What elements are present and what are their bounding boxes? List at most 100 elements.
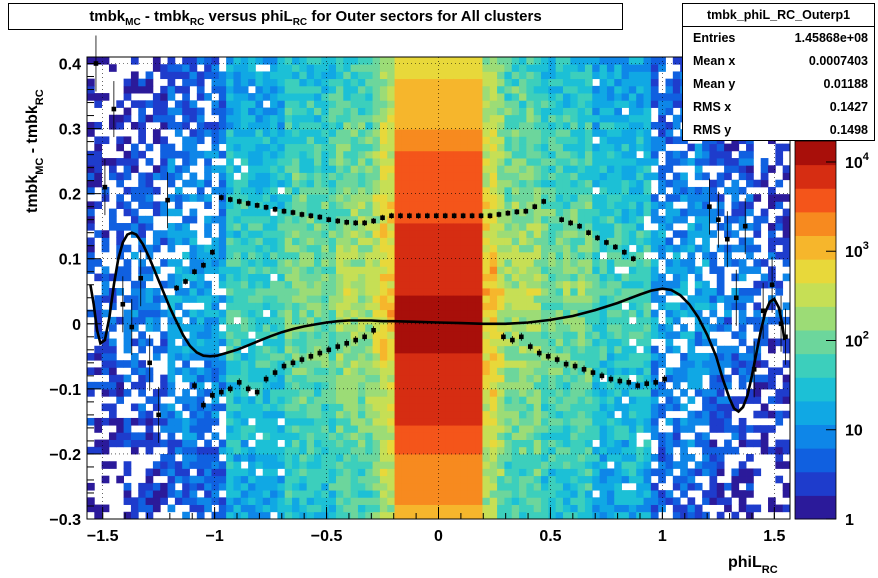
heatmap-cell	[650, 504, 659, 513]
heatmap-cell	[731, 331, 740, 339]
heatmap-cell	[262, 172, 271, 181]
heatmap-cell	[218, 244, 227, 253]
heatmap-cell	[482, 295, 491, 303]
heatmap-cell	[592, 482, 600, 491]
heatmap-cell	[460, 208, 469, 217]
heatmap-cell	[438, 194, 447, 202]
heatmap-cell	[533, 410, 542, 419]
heatmap-cell	[519, 403, 527, 412]
heatmap-cell	[306, 78, 315, 87]
heatmap-cell	[519, 129, 527, 137]
heatmap-cell	[599, 331, 608, 339]
heatmap-cell	[167, 121, 176, 130]
heatmap-cell	[372, 201, 381, 209]
heatmap-cell	[409, 367, 417, 376]
heatmap-cell	[445, 259, 454, 267]
heatmap-cell	[511, 352, 520, 361]
heatmap-cell	[672, 273, 681, 282]
heatmap-cell	[350, 223, 359, 231]
heatmap-cell	[292, 172, 300, 181]
heatmap-cell	[321, 64, 330, 72]
heatmap-cell	[555, 389, 564, 397]
heatmap-cell	[606, 121, 615, 130]
heatmap-cell	[541, 194, 549, 202]
heatmap-cell	[489, 194, 498, 202]
heatmap-cell	[123, 324, 132, 332]
heatmap-cell	[409, 374, 417, 383]
heatmap-cell	[555, 439, 564, 448]
heatmap-cell	[526, 93, 535, 101]
heatmap-cell	[482, 201, 491, 209]
heatmap-cell	[379, 389, 388, 397]
heatmap-cell	[628, 201, 637, 209]
heatmap-cell	[687, 309, 696, 318]
heatmap-cell	[101, 194, 110, 202]
heatmap-cell	[409, 475, 417, 484]
heatmap-cell	[284, 280, 293, 289]
heatmap-cell	[211, 432, 220, 440]
heatmap-cell	[189, 143, 198, 152]
heatmap-cell	[584, 403, 593, 412]
heatmap-cell	[650, 367, 659, 376]
heatmap-cell	[570, 100, 579, 108]
heatmap-cell	[387, 417, 395, 426]
heatmap-cell	[189, 259, 198, 267]
heatmap-cell	[189, 158, 198, 166]
heatmap-cell	[475, 374, 483, 383]
heatmap-cell	[270, 461, 278, 469]
heatmap-cell	[584, 266, 593, 274]
heatmap-cell	[182, 324, 190, 332]
heatmap-cell	[467, 302, 476, 311]
heatmap-cell	[401, 381, 410, 390]
heatmap-cell	[108, 215, 117, 224]
heatmap-cell	[350, 150, 359, 159]
heatmap-cell	[321, 482, 330, 491]
heatmap-cell	[497, 425, 505, 433]
heatmap-cell	[489, 93, 498, 101]
heatmap-cell	[658, 215, 666, 224]
heatmap-cell	[372, 244, 381, 253]
heatmap-cell	[687, 360, 696, 368]
heatmap-cell	[189, 71, 198, 80]
heatmap-cell	[497, 295, 505, 303]
heatmap-cell	[584, 425, 593, 433]
heatmap-cell	[255, 352, 264, 361]
heatmap-cell	[277, 194, 286, 202]
heatmap-cell	[218, 71, 227, 80]
heatmap-cell	[541, 490, 549, 498]
heatmap-cell	[628, 259, 637, 267]
heatmap-cell	[123, 273, 132, 282]
heatmap-cell	[401, 266, 410, 274]
heatmap-cell	[489, 331, 498, 339]
heatmap-cell	[731, 201, 740, 209]
heatmap-cell	[328, 143, 337, 152]
heatmap-cell	[526, 201, 535, 209]
heatmap-cell	[357, 280, 366, 289]
heatmap-cell	[453, 273, 461, 282]
heatmap-cell	[643, 259, 652, 267]
heatmap-cell	[401, 158, 410, 166]
heatmap-cell	[504, 78, 513, 87]
heatmap-cell	[519, 165, 527, 173]
heatmap-cell	[394, 324, 403, 332]
heatmap-cell	[255, 324, 264, 332]
heatmap-cell	[262, 475, 271, 484]
heatmap-cell	[321, 295, 330, 303]
heatmap-cell	[672, 158, 681, 166]
heatmap-cell	[702, 468, 710, 477]
heatmap-cell	[453, 302, 461, 311]
heatmap-cell	[306, 381, 315, 390]
heatmap-cell	[182, 273, 190, 282]
heatmap-cell	[460, 324, 469, 332]
heatmap-cell	[299, 446, 308, 455]
heatmap-cell	[123, 439, 132, 448]
heatmap-cell	[628, 490, 637, 498]
heatmap-cell	[233, 179, 242, 188]
heatmap-cell	[643, 511, 652, 520]
heatmap-cell	[284, 114, 293, 123]
heatmap-cell	[401, 497, 410, 505]
heatmap-cell	[445, 331, 454, 339]
heatmap-cell	[248, 280, 256, 289]
heatmap-cell	[584, 280, 593, 289]
heatmap-cell	[233, 165, 242, 173]
